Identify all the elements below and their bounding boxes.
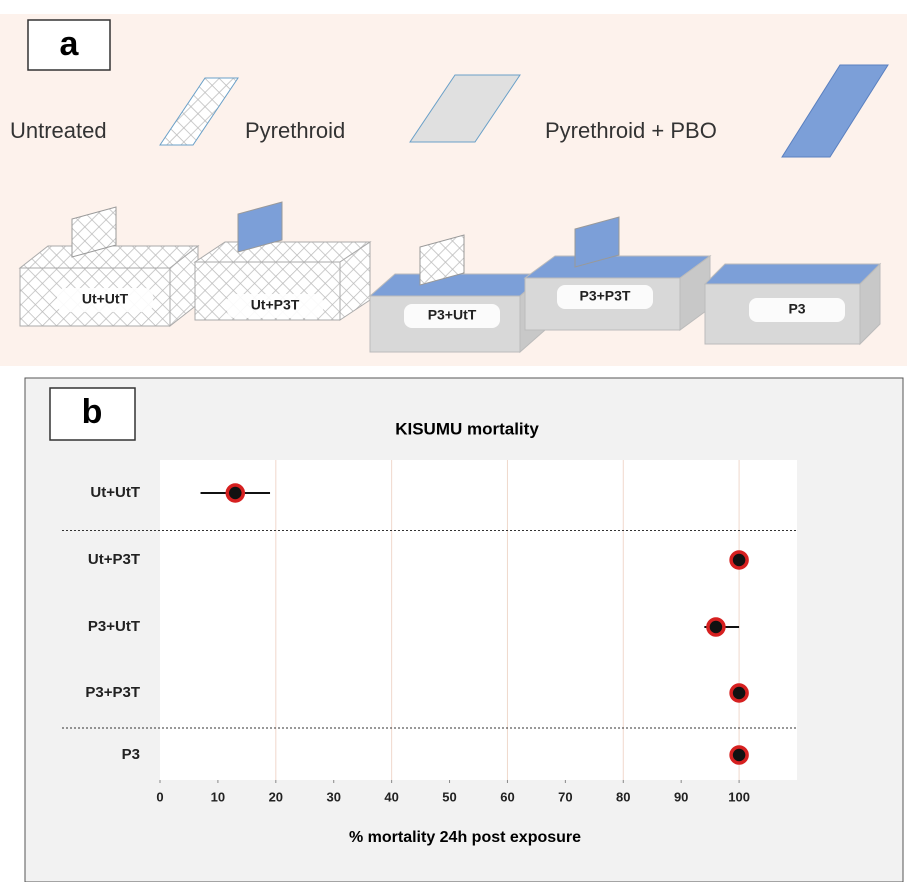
figure: a Untreated Pyrethroid Pyrethroid + PBO …: [0, 0, 907, 882]
net-label: P3: [788, 301, 805, 317]
net-top: [370, 274, 545, 296]
legend-text: Pyrethroid + PBO: [545, 118, 717, 143]
x-tick-label: 20: [269, 789, 283, 804]
point: [731, 685, 747, 701]
x-tick-label: 100: [728, 789, 750, 804]
x-axis-label: % mortality 24h post exposure: [349, 829, 581, 846]
point: [731, 552, 747, 568]
point: [731, 747, 747, 763]
x-tick-label: 90: [674, 789, 688, 804]
x-tick-label: 50: [442, 789, 456, 804]
chart-title: KISUMU mortality: [395, 419, 539, 438]
legend-text: Untreated: [10, 118, 107, 143]
panel-label: a: [60, 25, 80, 63]
y-tick-label: P3+UtT: [88, 618, 140, 635]
plot-area: [160, 460, 797, 780]
x-tick-label: 0: [156, 789, 163, 804]
point: [708, 619, 724, 635]
net-top: [525, 256, 710, 278]
x-tick-label: 60: [500, 789, 514, 804]
page: a Untreated Pyrethroid Pyrethroid + PBO …: [0, 0, 907, 882]
net-label: Ut+UtT: [82, 291, 129, 307]
net-label: P3+P3T: [580, 288, 631, 304]
net-label: Ut+P3T: [251, 297, 300, 313]
legend-text: Pyrethroid: [245, 118, 345, 143]
net-top: [705, 264, 880, 284]
y-tick-label: Ut+P3T: [88, 551, 140, 568]
y-tick-label: P3+P3T: [85, 684, 140, 701]
x-tick-label: 30: [326, 789, 340, 804]
net-label: P3+UtT: [428, 307, 477, 323]
panel-label: b: [82, 393, 103, 431]
y-tick-label: Ut+UtT: [90, 484, 140, 501]
x-tick-label: 10: [211, 789, 225, 804]
x-tick-label: 70: [558, 789, 572, 804]
x-tick-label: 80: [616, 789, 630, 804]
y-tick-label: P3: [122, 746, 140, 763]
x-tick-label: 40: [384, 789, 398, 804]
point: [227, 485, 243, 501]
net-top: [20, 246, 198, 268]
